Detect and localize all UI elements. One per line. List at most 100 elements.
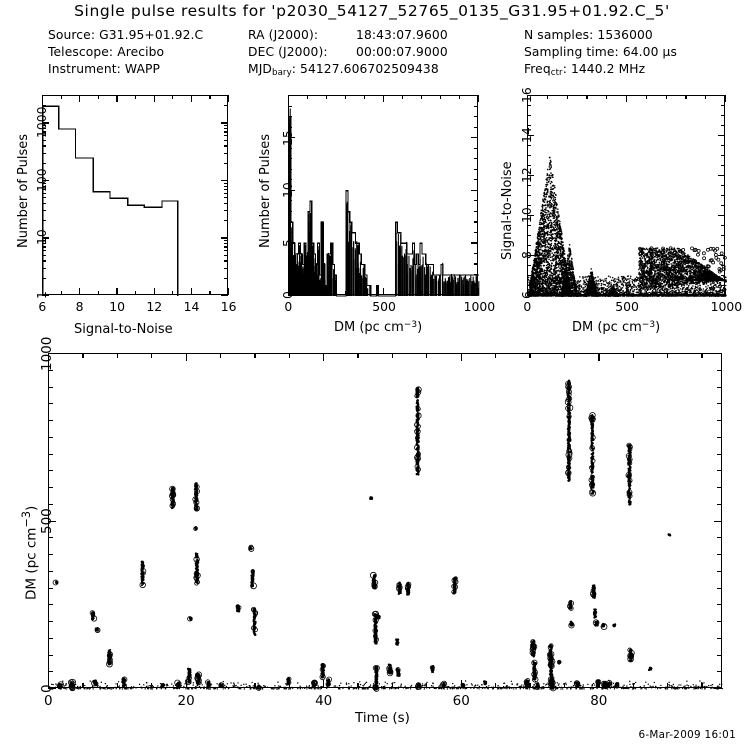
tick-mark [288, 189, 295, 191]
tick-mark [527, 135, 534, 137]
tick-mark [224, 250, 228, 252]
tick-mark [495, 353, 497, 358]
tick-mark [288, 252, 292, 255]
tick-mark [345, 291, 347, 295]
tick-mark [474, 263, 478, 265]
tick-mark [717, 654, 722, 656]
tick-mark [721, 145, 725, 147]
tick-mark [42, 210, 46, 212]
tick-mark [97, 291, 99, 295]
tick-mark [474, 284, 478, 286]
tick-mark [48, 353, 56, 355]
tick-mark [42, 139, 46, 141]
tick-mark [665, 291, 667, 295]
snr-histogram-ylabel: Number of Pulses [16, 133, 31, 248]
tick-mark [288, 179, 292, 181]
tick-mark [224, 240, 228, 242]
tick-mark [701, 683, 703, 688]
tick-mark [721, 195, 725, 197]
tick-mark [48, 604, 53, 606]
tick-mark [717, 420, 722, 422]
tick-mark [714, 520, 722, 522]
tick-mark [224, 220, 228, 222]
tick-mark [391, 683, 394, 688]
tick-mark [254, 353, 256, 358]
tick-mark [307, 95, 309, 99]
tick-mark [224, 135, 228, 137]
tick-mark [383, 288, 385, 295]
tick-mark [527, 145, 531, 147]
tick-mark [717, 487, 722, 489]
tick-mark [82, 353, 84, 358]
tick-mark [221, 295, 228, 297]
tick-mark [116, 95, 118, 102]
axis-tick-label: 1000 [463, 299, 496, 314]
tick-mark [224, 192, 228, 194]
axis-tick-label: 14 [519, 127, 534, 144]
tick-mark [288, 242, 295, 244]
dm-vs-time-xlabel: Time (s) [355, 710, 410, 726]
axis-tick-label: 16 [519, 87, 534, 104]
header-dec-value: 00:00:07.9000 [356, 45, 448, 59]
tick-mark [527, 285, 531, 287]
tick-mark [288, 105, 292, 107]
header-source-value: G31.95+01.92.C [99, 28, 204, 42]
axis-tick-label: 10 [519, 207, 534, 224]
tick-mark [357, 353, 359, 358]
tick-mark [717, 537, 722, 539]
tick-mark [48, 487, 53, 489]
tick-mark [725, 95, 727, 102]
tick-mark [426, 353, 428, 358]
tick-mark [288, 158, 292, 160]
tick-mark [326, 95, 328, 99]
tick-mark [721, 225, 725, 227]
tick-mark [116, 353, 118, 358]
axis-tick-label: 14 [183, 299, 200, 314]
snr-vs-dm-plot [527, 156, 727, 297]
tick-mark [527, 105, 531, 107]
tick-mark [527, 205, 531, 207]
tick-mark [717, 386, 722, 388]
tick-mark [474, 231, 478, 234]
tick-mark [357, 683, 359, 688]
tick-mark [527, 125, 531, 127]
tick-mark [645, 291, 647, 295]
tick-mark [288, 95, 290, 102]
tick-mark [221, 237, 228, 239]
timestamp: 6-Mar-2009 16:01 [638, 729, 736, 741]
snr-vs-dm-xlabel: DM (pc cm−3) [572, 320, 661, 335]
dm-histogram-plot [288, 108, 480, 297]
tick-mark [224, 152, 228, 154]
tick-mark [288, 284, 292, 286]
axis-tick-label: 1 [34, 291, 49, 299]
tick-mark [48, 621, 53, 623]
tick-mark [48, 537, 53, 539]
tick-mark [42, 188, 46, 191]
tick-mark [527, 185, 531, 187]
tick-mark [666, 683, 669, 688]
tick-mark [714, 353, 722, 355]
tick-mark [471, 242, 478, 244]
tick-mark [224, 125, 228, 127]
tick-mark [546, 291, 548, 295]
tick-mark [221, 122, 228, 124]
tick-mark [666, 353, 669, 358]
tick-mark [717, 671, 722, 673]
tick-mark [721, 275, 725, 277]
tick-mark [421, 95, 423, 99]
tick-mark [527, 255, 534, 257]
header-ra-label: RA (J2000): [248, 28, 319, 42]
tick-mark [42, 197, 46, 199]
tick-mark [566, 95, 568, 99]
tick-mark [725, 288, 727, 295]
tick-mark [116, 288, 118, 295]
tick-mark [546, 95, 548, 99]
tick-mark [527, 235, 531, 237]
tick-mark [288, 263, 292, 265]
tick-mark [718, 295, 725, 297]
header-telescope-value: Arecibo [117, 45, 165, 59]
tick-mark [42, 128, 46, 130]
snr-histogram-panel [42, 95, 228, 296]
tick-mark [721, 185, 725, 187]
scatter-points [527, 156, 727, 297]
